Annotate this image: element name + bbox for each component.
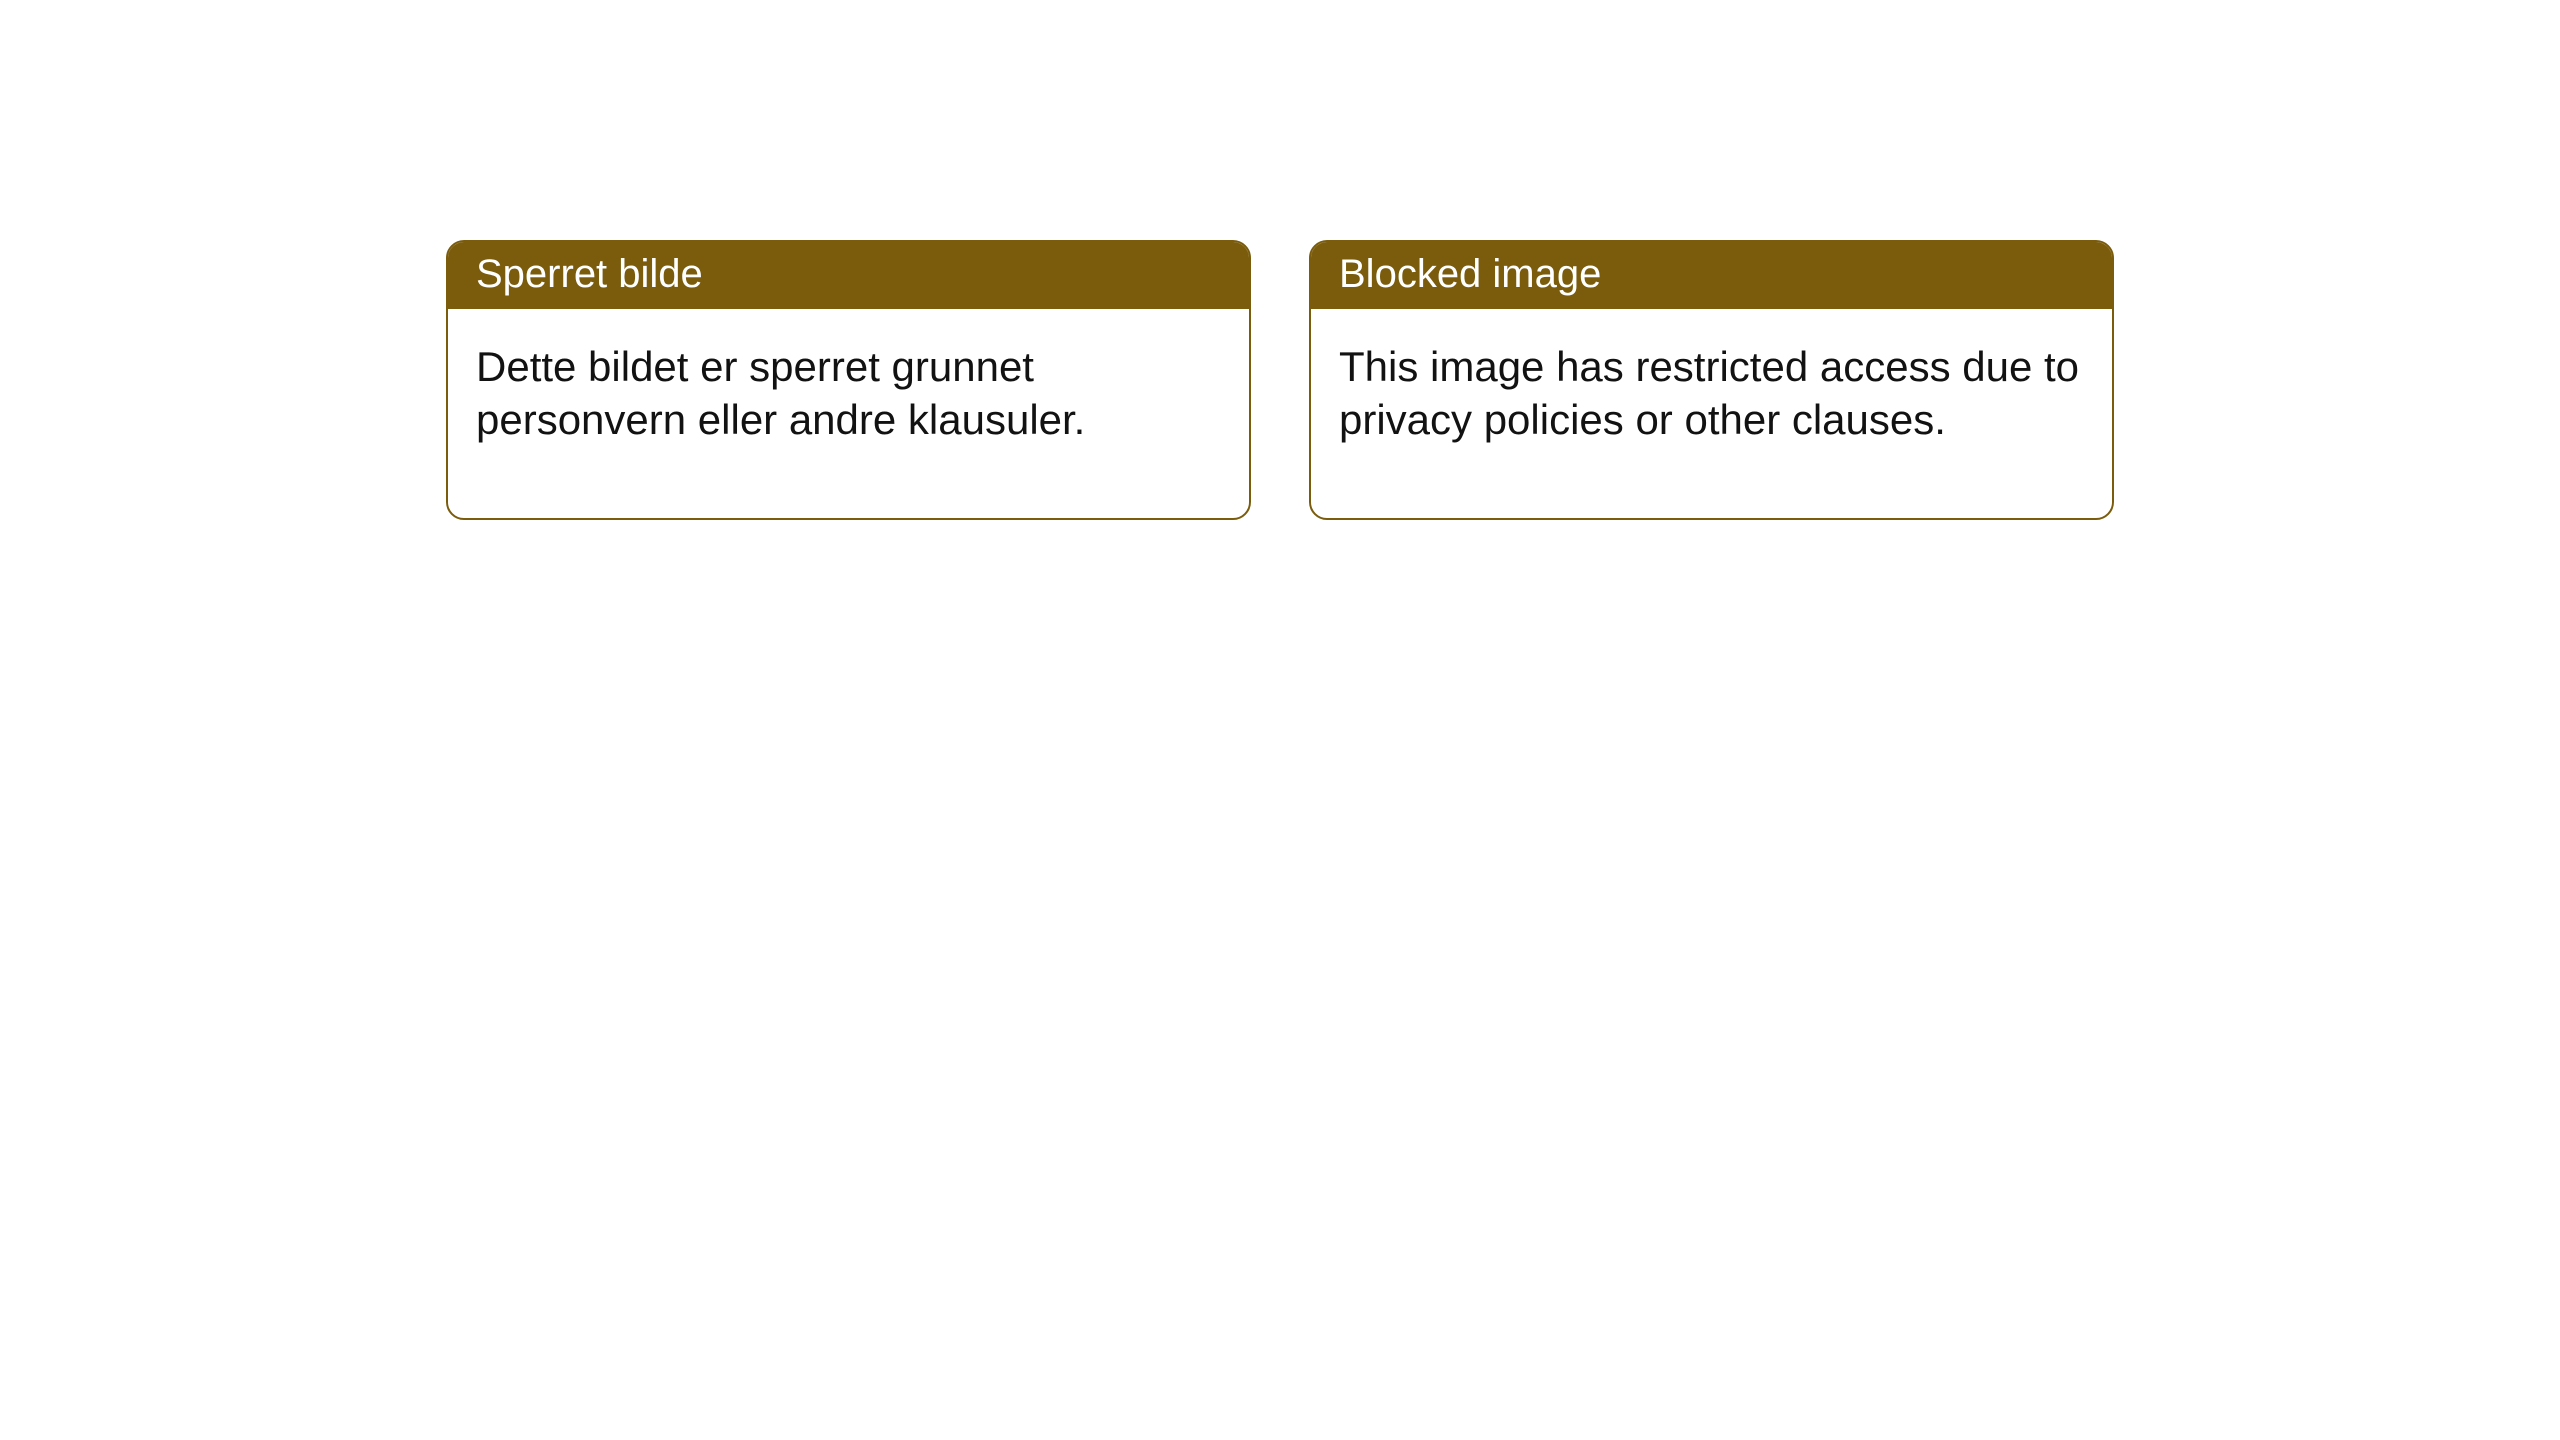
notice-container: Sperret bilde Dette bildet er sperret gr… xyxy=(446,240,2114,520)
notice-box-en: Blocked image This image has restricted … xyxy=(1309,240,2114,520)
notice-header-en: Blocked image xyxy=(1311,242,2112,309)
notice-body-en: This image has restricted access due to … xyxy=(1311,309,2112,518)
notice-body-no: Dette bildet er sperret grunnet personve… xyxy=(448,309,1249,518)
notice-header-no: Sperret bilde xyxy=(448,242,1249,309)
notice-box-no: Sperret bilde Dette bildet er sperret gr… xyxy=(446,240,1251,520)
